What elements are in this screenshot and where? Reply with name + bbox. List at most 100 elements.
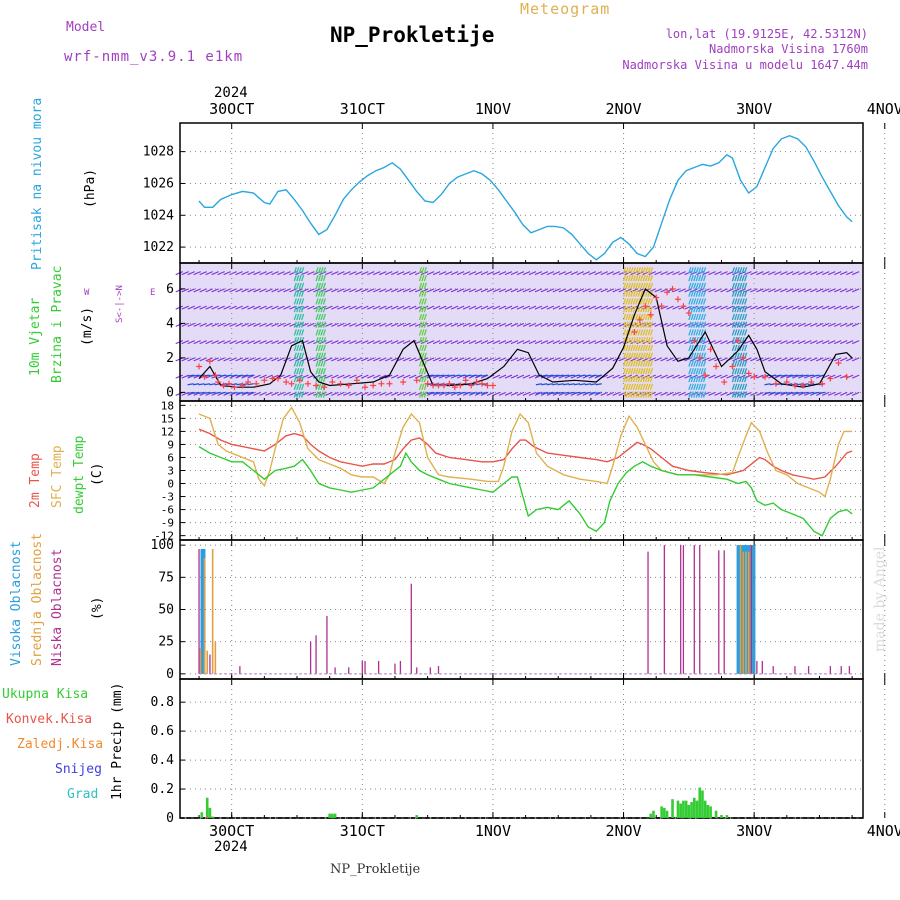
wind-barb [175, 271, 183, 276]
wind-barb [768, 305, 776, 310]
wind-stream [736, 305, 740, 313]
wind-barb [220, 374, 227, 377]
cloud-low-bar [761, 660, 763, 674]
wind-stream [298, 313, 302, 321]
wind-stream [644, 383, 649, 390]
wind-barb [756, 288, 764, 293]
wind-barb [241, 322, 249, 327]
wind-barb [385, 271, 393, 276]
wind-barb [807, 391, 815, 394]
wind-barb [253, 374, 261, 379]
cloud-low-bar [437, 666, 440, 674]
wind-barb [361, 374, 369, 379]
wind-barb [283, 322, 291, 327]
wind-barb [420, 305, 429, 310]
wind-barb [486, 271, 495, 276]
wind-barb [313, 288, 321, 293]
wind-stream [293, 352, 297, 359]
wind-stream [630, 267, 634, 274]
wind-barb [594, 340, 603, 345]
wind-barb [775, 374, 782, 377]
wind-stream [702, 313, 707, 321]
wind-stream [698, 383, 702, 390]
wind-barb [175, 305, 183, 310]
wind-stream [637, 352, 641, 359]
wind-stream [642, 321, 646, 328]
wind-barb [540, 357, 549, 362]
wind-stream [301, 282, 305, 290]
wind-barb [666, 271, 674, 276]
wind-barb [797, 383, 804, 386]
wind-stream [702, 298, 707, 305]
wind-barb [744, 340, 752, 345]
wind-barb [337, 340, 345, 345]
wind-barb [546, 305, 555, 310]
wind-barb [187, 305, 195, 310]
wind-barb [492, 288, 501, 293]
wind-stream [741, 305, 745, 313]
y-tick-label: 0.6 [151, 724, 174, 739]
wind-stream [423, 329, 427, 336]
wind-barb [325, 340, 333, 345]
wind-barb [576, 271, 585, 276]
wind-barb [558, 322, 567, 327]
wind-barb [822, 288, 830, 293]
wind-stream [700, 305, 704, 313]
wind-barb [595, 383, 602, 386]
wind-barb [465, 374, 472, 377]
wind-barb [654, 374, 662, 379]
wind-barb [385, 305, 393, 310]
wind-barb [361, 322, 369, 327]
wind-stream [423, 313, 427, 321]
wind-stream [695, 321, 699, 328]
wind-stream [741, 267, 745, 274]
wind-barb [390, 340, 399, 345]
wind-stream [688, 321, 692, 328]
wind-stream [741, 282, 745, 290]
wind-stream [736, 368, 740, 375]
wind-barb [557, 374, 564, 377]
wind-barb [205, 322, 213, 327]
wind-barb [402, 271, 411, 276]
wind-barb [534, 271, 543, 276]
cloud-low-bar [429, 667, 431, 674]
wind-barb [804, 271, 812, 276]
wind-barb [546, 374, 553, 377]
wind-stream [632, 298, 636, 305]
wind-barb [456, 305, 465, 310]
wind-stream [418, 329, 423, 336]
wind-barb [504, 374, 513, 379]
wind-barb [792, 340, 800, 345]
wind-barb [570, 288, 579, 293]
wind-stream [688, 274, 692, 282]
wind-barb [660, 322, 668, 327]
wind-barb [361, 288, 369, 293]
wind-stream [293, 329, 297, 336]
wind-barb [764, 391, 771, 394]
wind-barb [331, 305, 339, 310]
wind-barb [235, 271, 243, 276]
wind-barb [798, 305, 806, 310]
wind-stream [293, 321, 297, 328]
wind-barb [396, 271, 405, 276]
wind-barb [541, 383, 548, 386]
wind-barb [331, 288, 339, 293]
wind-stream [695, 313, 699, 321]
wind-barb [385, 288, 393, 293]
wind-stream [690, 290, 694, 297]
wind-stream [644, 305, 649, 313]
wind-stream [632, 267, 636, 274]
wind-stream [315, 337, 319, 344]
wind-barb [331, 340, 339, 345]
wind-barb [792, 288, 800, 293]
wind-barb [438, 340, 447, 345]
wind-barb [568, 391, 575, 394]
wind-stream [315, 344, 319, 352]
wind-barb [444, 271, 453, 276]
wind-barb [648, 340, 656, 345]
wind-stream [632, 282, 636, 290]
wind-barb [564, 340, 573, 345]
wind-barb [510, 271, 519, 276]
year-bottom: 2024 [214, 839, 248, 855]
y-tick-label: 15 [161, 412, 174, 425]
